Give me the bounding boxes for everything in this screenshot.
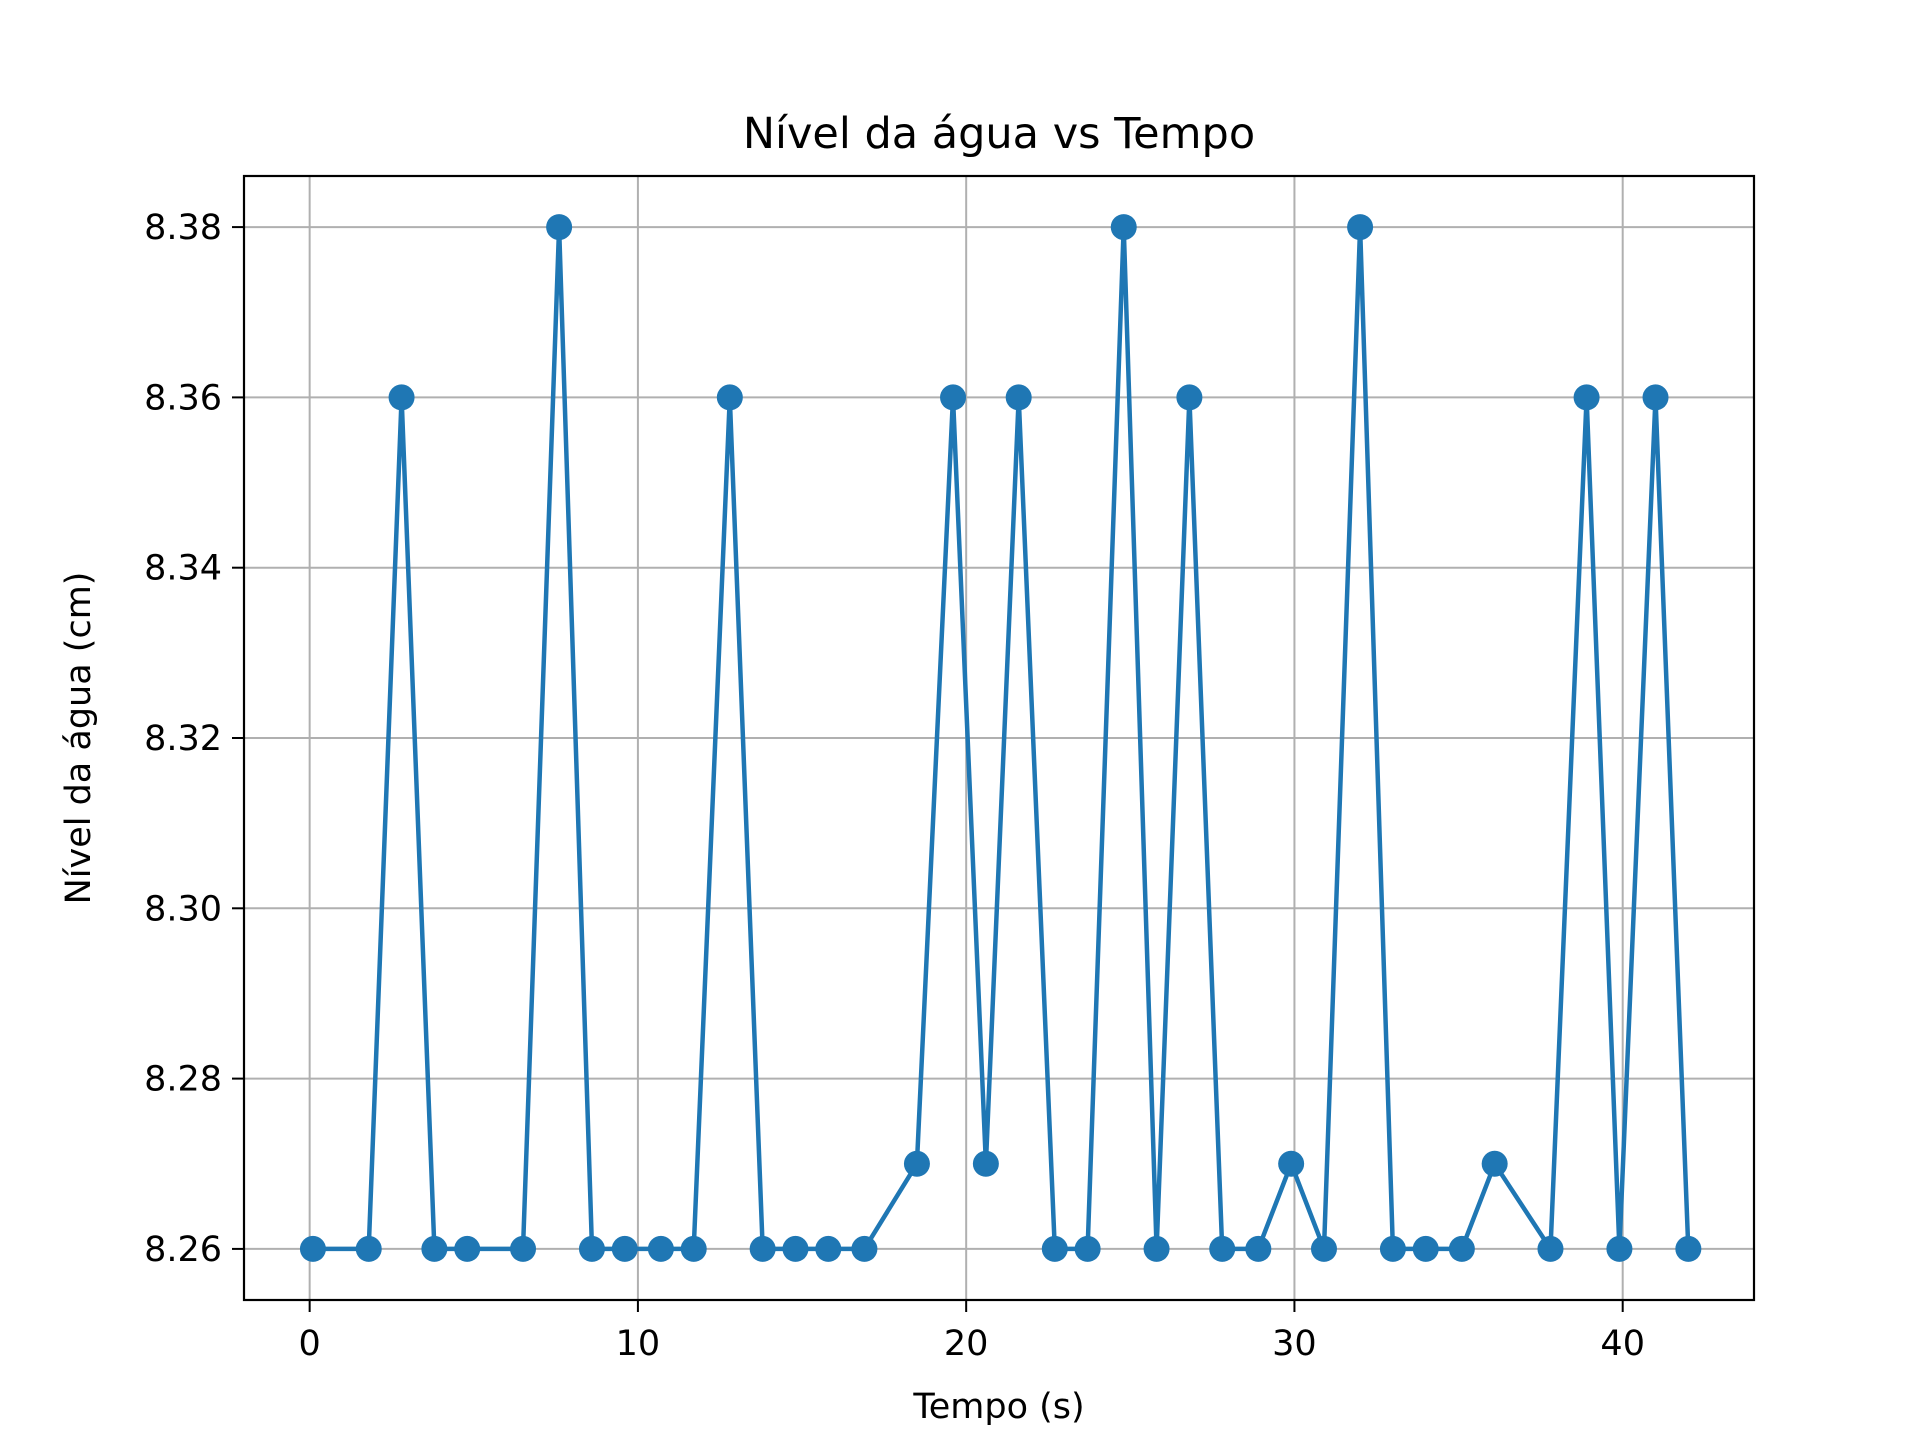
data-point: [851, 1235, 878, 1262]
x-tick-label: 20: [944, 1324, 989, 1364]
data-point: [1379, 1235, 1406, 1262]
data-point: [716, 384, 743, 411]
data-point: [578, 1235, 605, 1262]
data-point: [1176, 384, 1203, 411]
data-point: [454, 1235, 481, 1262]
x-tick-label: 10: [616, 1324, 661, 1364]
x-tick-label: 40: [1600, 1324, 1645, 1364]
data-point: [1110, 214, 1137, 241]
data-point: [1005, 384, 1032, 411]
data-point: [1209, 1235, 1236, 1262]
data-point: [940, 384, 967, 411]
data-point: [611, 1235, 638, 1262]
data-point: [546, 214, 573, 241]
data-point: [1573, 384, 1600, 411]
data-point: [1143, 1235, 1170, 1262]
y-tick-label: 8.38: [144, 208, 222, 248]
axis-ticks: 0 10 20 30 40 8.26 8.28 8.30 8.32 8.34 8.36 8.38: [144, 208, 1645, 1364]
data-point: [355, 1235, 382, 1262]
x-tick-label: 30: [1272, 1324, 1317, 1364]
y-tick-label: 8.32: [144, 719, 222, 759]
data-series: [299, 214, 1702, 1262]
data-point: [903, 1150, 930, 1177]
data-point: [1606, 1235, 1633, 1262]
y-tick-label: 8.34: [144, 549, 222, 589]
data-point: [388, 384, 415, 411]
data-point: [1347, 214, 1374, 241]
data-point: [1412, 1235, 1439, 1262]
data-point: [1245, 1235, 1272, 1262]
data-point: [421, 1235, 448, 1262]
plot-frame: [242, 174, 1756, 1302]
data-point: [1278, 1150, 1305, 1177]
x-tick-label: 0: [299, 1324, 321, 1364]
y-tick-label: 8.30: [144, 889, 222, 929]
data-point: [1041, 1235, 1068, 1262]
data-point: [1537, 1235, 1564, 1262]
data-point: [1481, 1150, 1508, 1177]
data-point: [815, 1235, 842, 1262]
x-axis-label: Tempo (s): [912, 1387, 1084, 1427]
data-point: [782, 1235, 809, 1262]
y-tick-label: 8.28: [144, 1060, 222, 1100]
y-tick-label: 8.36: [144, 378, 222, 418]
data-point: [749, 1235, 776, 1262]
y-tick-label: 8.26: [144, 1230, 222, 1270]
data-point: [1310, 1235, 1337, 1262]
data-point: [1675, 1235, 1702, 1262]
y-axis-label: Nível da água (cm): [59, 572, 99, 905]
data-point: [299, 1235, 326, 1262]
data-point: [647, 1235, 674, 1262]
data-point: [1642, 384, 1669, 411]
data-point: [1074, 1235, 1101, 1262]
data-point: [972, 1150, 999, 1177]
data-point: [1448, 1235, 1475, 1262]
chart-title: Nível da água vs Tempo: [743, 109, 1255, 159]
data-point: [680, 1235, 707, 1262]
data-point: [510, 1235, 537, 1262]
